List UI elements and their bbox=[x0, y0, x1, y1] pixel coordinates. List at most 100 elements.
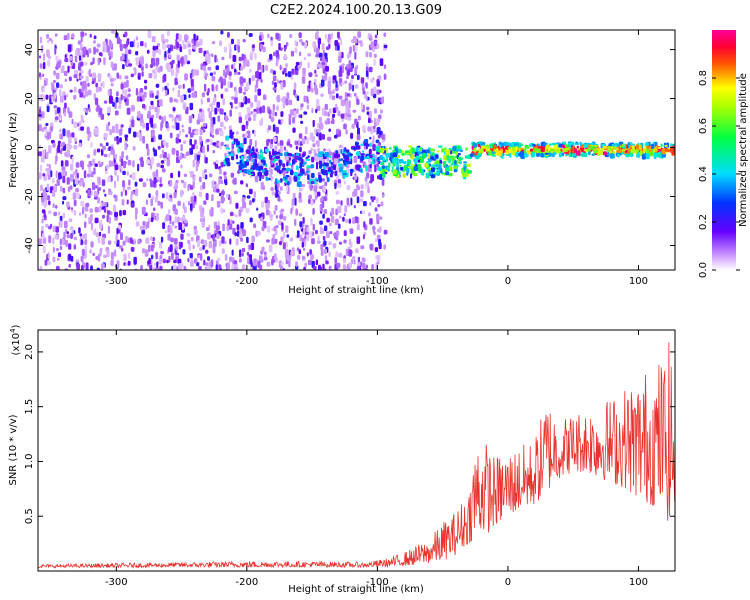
heatmap-cell bbox=[120, 124, 124, 128]
heatmap-cell bbox=[366, 143, 370, 147]
heatmap-cell bbox=[273, 226, 277, 232]
heatmap-cell bbox=[376, 254, 381, 263]
heatmap-cell bbox=[178, 222, 182, 231]
heatmap-cell bbox=[148, 73, 153, 79]
heatmap-cell bbox=[102, 145, 106, 151]
heatmap-cell bbox=[42, 73, 45, 77]
heatmap-cell bbox=[223, 46, 227, 53]
heatmap-cell bbox=[341, 81, 345, 86]
heatmap-cell bbox=[166, 214, 170, 221]
heatmap-cell bbox=[55, 155, 58, 162]
heatmap-cell bbox=[280, 145, 283, 154]
heatmap-cell bbox=[344, 92, 348, 100]
heatmap-cell bbox=[334, 153, 339, 159]
heatmap-cell bbox=[304, 41, 307, 49]
heatmap-cell bbox=[184, 73, 188, 81]
heatmap-cell bbox=[338, 163, 343, 167]
heatmap-cell bbox=[208, 242, 212, 249]
heatmap-cell bbox=[226, 262, 230, 270]
heatmap-cell bbox=[231, 157, 235, 161]
heatmap-cell bbox=[231, 96, 235, 100]
heatmap-cell bbox=[78, 142, 82, 148]
heatmap-cell bbox=[80, 255, 84, 263]
heatmap-cell bbox=[540, 153, 545, 158]
heatmap-cell bbox=[330, 215, 335, 223]
heatmap-cell bbox=[524, 144, 529, 149]
heatmap-cell bbox=[114, 216, 119, 221]
heatmap-cell bbox=[58, 112, 61, 117]
heatmap-cell bbox=[116, 91, 119, 97]
heatmap-cell bbox=[247, 60, 250, 67]
heatmap-cell bbox=[638, 144, 642, 149]
heatmap-cell bbox=[392, 162, 396, 167]
heatmap-cell bbox=[248, 33, 253, 37]
heatmap-cell bbox=[208, 111, 212, 119]
colorbar-gradient bbox=[712, 30, 736, 270]
heatmap-cell bbox=[290, 50, 294, 57]
heatmap-cell bbox=[240, 180, 244, 185]
heatmap-cell bbox=[378, 238, 381, 247]
heatmap-cell bbox=[270, 213, 273, 221]
heatmap-cell bbox=[133, 238, 136, 245]
heatmap-cell bbox=[110, 61, 114, 68]
heatmap-cell bbox=[339, 215, 342, 219]
heatmap-cell bbox=[287, 152, 292, 157]
heatmap-cell bbox=[73, 236, 78, 241]
heatmap-cell bbox=[274, 184, 278, 191]
heatmap-cell bbox=[202, 122, 207, 127]
heatmap-cell bbox=[152, 69, 155, 74]
heatmap-cell bbox=[353, 188, 358, 197]
heatmap-cell bbox=[581, 151, 584, 158]
heatmap-cell bbox=[133, 256, 137, 265]
heatmap-cell bbox=[235, 154, 238, 160]
heatmap-cell bbox=[75, 49, 78, 57]
heatmap-cell bbox=[137, 238, 141, 245]
heatmap-cell bbox=[153, 176, 157, 185]
heatmap-cell bbox=[219, 40, 222, 47]
heatmap-cell bbox=[283, 53, 287, 60]
heatmap-cell bbox=[342, 172, 347, 176]
heatmap-cell bbox=[193, 225, 197, 230]
heatmap-cell bbox=[369, 154, 373, 158]
heatmap-cell bbox=[194, 130, 199, 135]
heatmap-cell bbox=[237, 39, 240, 46]
heatmap-cell bbox=[282, 96, 286, 104]
heatmap-cell bbox=[261, 174, 265, 179]
heatmap-cell bbox=[150, 137, 154, 143]
heatmap-cell bbox=[308, 198, 311, 204]
heatmap-cell bbox=[206, 97, 210, 103]
heatmap-cell bbox=[126, 186, 131, 190]
heatmap-cell bbox=[39, 63, 43, 69]
heatmap-cell bbox=[68, 253, 71, 260]
heatmap-cell bbox=[188, 243, 192, 251]
heatmap-cell bbox=[151, 217, 154, 223]
heatmap-cell bbox=[57, 211, 61, 216]
heatmap-cell bbox=[175, 33, 180, 40]
heatmap-cell bbox=[379, 58, 383, 63]
heatmap-cell bbox=[79, 75, 84, 80]
heatmap-cell bbox=[270, 117, 274, 122]
heatmap-cell bbox=[187, 88, 192, 93]
heatmap-cell bbox=[312, 223, 315, 231]
heatmap-cell bbox=[175, 246, 178, 251]
heatmap-cell bbox=[211, 134, 215, 138]
heatmap-cell bbox=[334, 40, 338, 47]
heatmap-cell bbox=[189, 138, 192, 146]
heatmap-cell bbox=[298, 133, 303, 139]
heatmap-cell bbox=[635, 149, 638, 155]
heatmap-cell bbox=[288, 99, 293, 106]
heatmap-cell bbox=[396, 150, 399, 154]
heatmap-cell bbox=[69, 55, 73, 61]
heatmap-cell bbox=[62, 175, 66, 184]
heatmap-cell bbox=[272, 233, 276, 239]
heatmap-cell bbox=[73, 94, 77, 100]
heatmap-cell bbox=[189, 147, 194, 155]
heatmap-cell bbox=[177, 170, 181, 178]
heatmap-cell bbox=[273, 210, 276, 215]
heatmap-cell bbox=[609, 153, 615, 159]
heatmap-cell bbox=[76, 172, 79, 179]
heatmap-cell bbox=[56, 107, 61, 114]
spectrogram-xlabel: Height of straight line (km) bbox=[288, 285, 424, 296]
heatmap-cell bbox=[177, 89, 181, 98]
heatmap-cell bbox=[576, 145, 579, 149]
